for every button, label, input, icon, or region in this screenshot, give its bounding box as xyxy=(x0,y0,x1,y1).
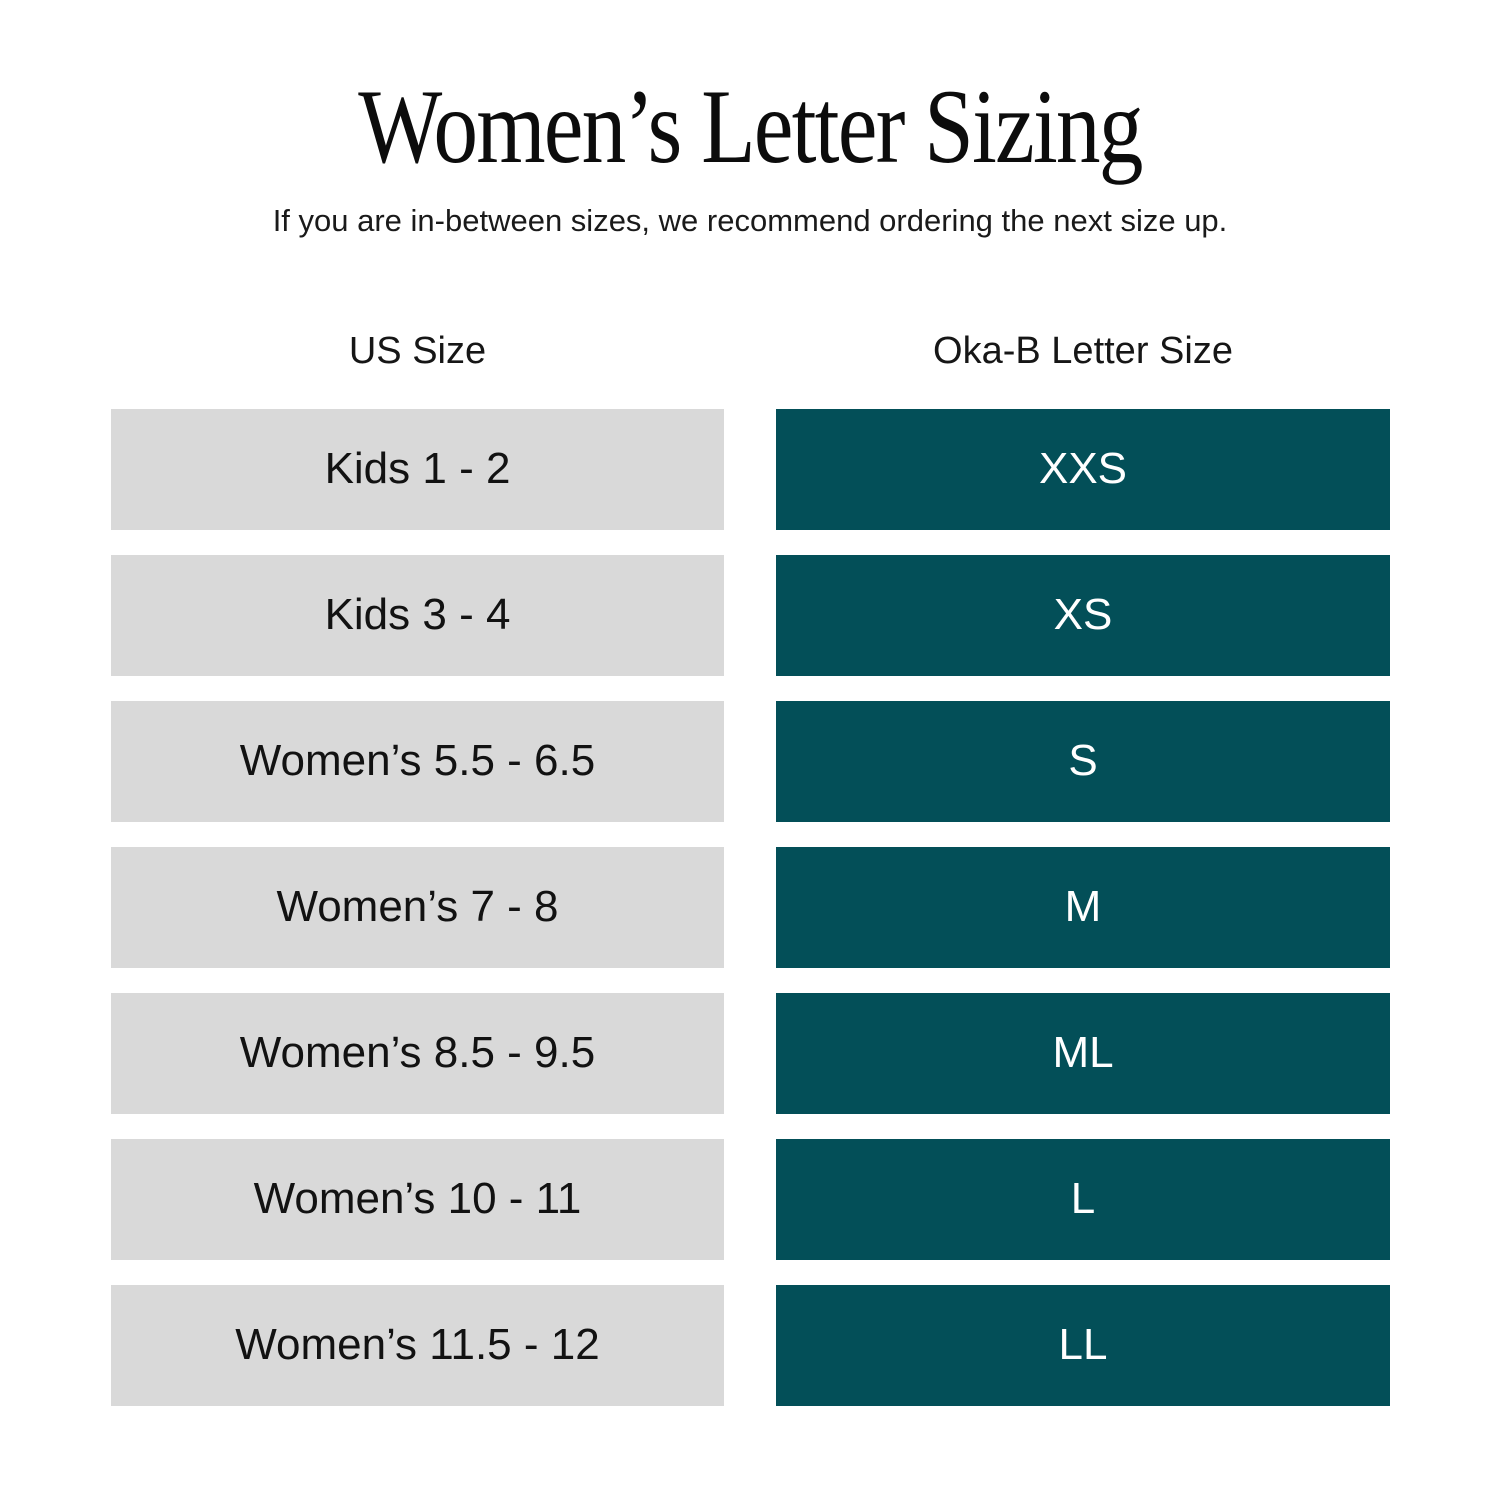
us-size-cell: Women’s 11.5 - 12 xyxy=(111,1284,724,1406)
letter-size-cell: ML xyxy=(776,992,1390,1114)
letter-size-cell: S xyxy=(776,700,1390,822)
table-body: Kids 1 - 2 XXS Kids 3 - 4 XS Women’s 5.5 - 6… xyxy=(111,408,1390,1406)
table-row: Kids 3 - 4 XS xyxy=(111,554,1390,676)
letter-size-cell: M xyxy=(776,846,1390,968)
table-row: Kids 1 - 2 XXS xyxy=(111,408,1390,530)
table-row: Women’s 5.5 - 6.5 S xyxy=(111,700,1390,822)
table-row: Women’s 7 - 8 M xyxy=(111,846,1390,968)
letter-size-cell: XS xyxy=(776,554,1390,676)
us-size-cell: Women’s 8.5 - 9.5 xyxy=(111,992,724,1114)
table-header-row: US Size Oka-B Letter Size xyxy=(111,328,1389,376)
letter-size-cell: L xyxy=(776,1138,1390,1260)
subtitle: If you are in-between sizes, we recommen… xyxy=(272,203,1228,239)
letter-size-cell: LL xyxy=(776,1284,1390,1406)
size-conversion-table: US Size Oka-B Letter Size Kids 1 - 2 XXS K… xyxy=(111,328,1390,1406)
letter-size-cell: XXS xyxy=(776,408,1390,530)
page-title: Women’s Letter Sizing xyxy=(358,68,1143,185)
us-size-cell: Women’s 7 - 8 xyxy=(111,846,724,968)
us-size-cell: Kids 1 - 2 xyxy=(111,408,724,530)
table-row: Women’s 8.5 - 9.5 ML xyxy=(111,992,1390,1114)
column-header-letter-size: Oka-B Letter Size xyxy=(933,330,1233,373)
table-row: Women’s 10 - 11 L xyxy=(111,1138,1390,1260)
us-size-cell: Women’s 5.5 - 6.5 xyxy=(111,700,724,822)
column-header-us-size: US Size xyxy=(348,330,487,373)
table-row: Women’s 11.5 - 12 LL xyxy=(111,1284,1390,1406)
us-size-cell: Women’s 10 - 11 xyxy=(111,1138,724,1260)
us-size-cell: Kids 3 - 4 xyxy=(111,554,724,676)
